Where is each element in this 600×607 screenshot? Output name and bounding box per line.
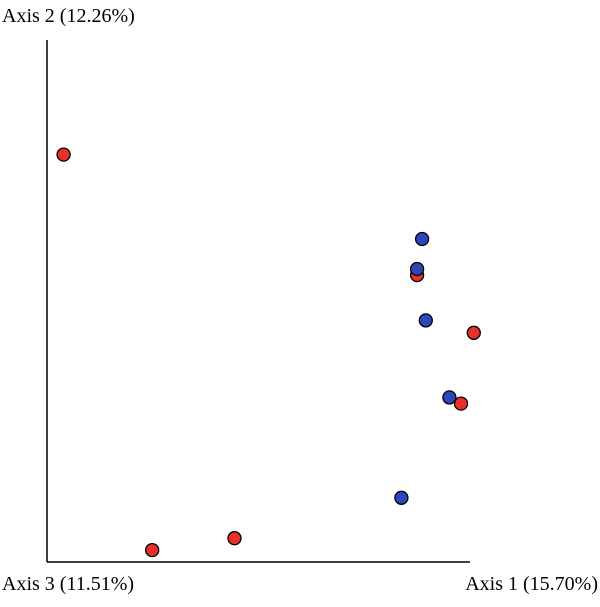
data-points: [56, 147, 481, 558]
blue-data-point-3: [418, 313, 433, 328]
axis-1-label: Axis 1 (15.70%): [465, 573, 598, 595]
red-data-point-3: [466, 325, 481, 340]
blue-data-point-4: [442, 390, 457, 405]
blue-data-point-5: [394, 490, 409, 505]
blue-data-point-1: [414, 231, 430, 247]
red-data-point-6: [227, 531, 242, 546]
axes: [46, 40, 470, 563]
axis-3-label: Axis 3 (11.51%): [2, 573, 135, 595]
red-data-point-5: [145, 542, 160, 558]
blue-data-point-2: [409, 261, 425, 277]
red-data-point-1: [56, 147, 71, 162]
red-data-point-4: [453, 396, 469, 411]
axis-2-label: Axis 2 (12.26%): [2, 5, 135, 27]
